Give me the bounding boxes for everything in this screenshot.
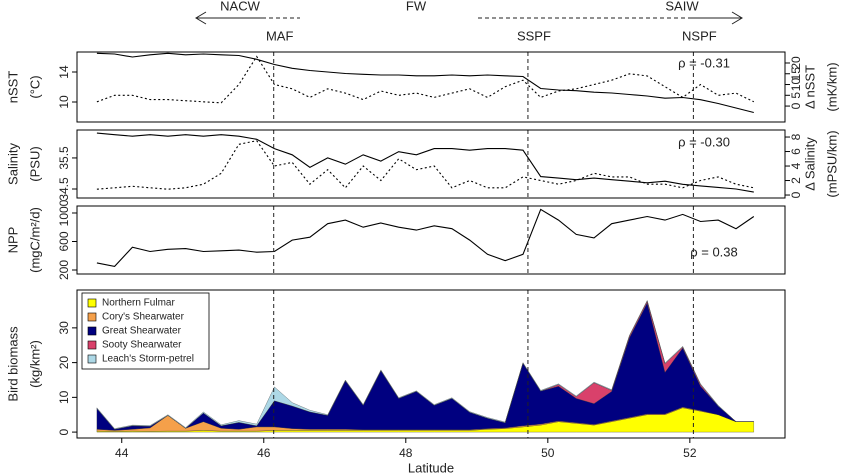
y2-tick-label: 5 xyxy=(789,92,803,99)
arrow-head xyxy=(731,11,743,25)
panel-frame xyxy=(76,289,786,439)
legend-label: Northern Fulmar xyxy=(102,298,175,309)
legend-swatch xyxy=(87,354,97,364)
y-tick-label: 35.5 xyxy=(57,146,71,170)
y-axis-label: (kg/km²) xyxy=(27,340,42,388)
data-line xyxy=(96,52,754,114)
y2-tick-label: 0 xyxy=(789,191,803,198)
y2-tick-label: 15 xyxy=(789,67,803,81)
x-tick-label: 46 xyxy=(257,446,271,460)
x-axis-label: Latitude xyxy=(408,460,454,475)
arrow-head xyxy=(195,11,207,25)
y-tick-label: 600 xyxy=(57,231,71,251)
y-axis-label: nSST xyxy=(5,71,20,104)
y2-tick-label: 2 xyxy=(789,177,803,184)
water-mass-arrows xyxy=(195,11,743,25)
y-tick-label: 30 xyxy=(57,321,71,335)
annotation: ρ = -0.30 xyxy=(678,134,730,149)
legend-swatch xyxy=(87,326,97,336)
y2-tick-label: 8 xyxy=(789,133,803,140)
legend-swatch xyxy=(87,298,97,308)
x-tick-label: 48 xyxy=(399,446,413,460)
legend-box xyxy=(81,292,210,370)
panel-frame xyxy=(76,129,786,199)
water-mass-label: NACW xyxy=(220,0,260,13)
y2-tick-label: 20 xyxy=(789,56,803,70)
legend-label: Leach's Storm-petrel xyxy=(102,354,194,365)
y2-axis-label: Δ nSST xyxy=(802,65,817,109)
panel-frame xyxy=(76,51,786,123)
front-label: NSPF xyxy=(682,28,717,43)
y2-axis-label: Δ Salinity xyxy=(802,137,817,191)
y-tick-label: 14 xyxy=(57,65,71,79)
y-axis-label: (°C) xyxy=(27,75,42,98)
front-label: SSPF xyxy=(517,28,551,43)
y-tick-label: 1000 xyxy=(57,199,71,226)
front-label: MAF xyxy=(266,28,294,43)
data-line xyxy=(96,140,754,190)
legend-label: Cory's Shearwater xyxy=(102,312,185,323)
y-axis-label: (mgC/m²/d) xyxy=(27,207,42,273)
y2-axis-label: (mPSU/km) xyxy=(824,130,839,197)
annotation: ρ = -0.31 xyxy=(678,55,730,70)
y-tick-label: 10 xyxy=(57,390,71,404)
y-axis-label: Bird biomass xyxy=(5,326,20,402)
y2-tick-label: 6 xyxy=(789,148,803,155)
y-tick-label: 200 xyxy=(57,260,71,280)
y2-tick-label: 10 xyxy=(789,78,803,92)
y-tick-label: 0 xyxy=(57,428,71,435)
y2-tick-label: 4 xyxy=(789,162,803,169)
y-axis-label: Salinity xyxy=(5,143,20,185)
x-tick-label: 50 xyxy=(541,446,555,460)
y-tick-label: 34.5 xyxy=(57,177,71,201)
panel-frame xyxy=(76,205,786,275)
stacked-area xyxy=(96,299,754,430)
y-tick-label: 20 xyxy=(57,356,71,370)
annotation: ρ = 0.38 xyxy=(690,244,738,259)
y-tick-label: 10 xyxy=(57,95,71,109)
y2-tick-label: 0 xyxy=(789,102,803,109)
legend-label: Sooty Shearwater xyxy=(102,340,182,351)
data-line xyxy=(96,55,755,104)
x-tick-label: 44 xyxy=(115,446,129,460)
legend-label: Great Shearwater xyxy=(102,326,182,337)
y2-axis-label: (mK/km) xyxy=(824,62,839,111)
legend-swatch xyxy=(87,340,97,350)
legend-swatch xyxy=(87,312,97,322)
y-axis-label: NPP xyxy=(5,227,20,254)
y-axis-label: (PSU) xyxy=(27,146,42,181)
water-mass-label: FW xyxy=(406,0,427,13)
data-line xyxy=(96,208,755,267)
x-tick-label: 52 xyxy=(683,446,697,460)
water-mass-label: SAIW xyxy=(665,0,699,13)
data-line xyxy=(96,132,754,193)
